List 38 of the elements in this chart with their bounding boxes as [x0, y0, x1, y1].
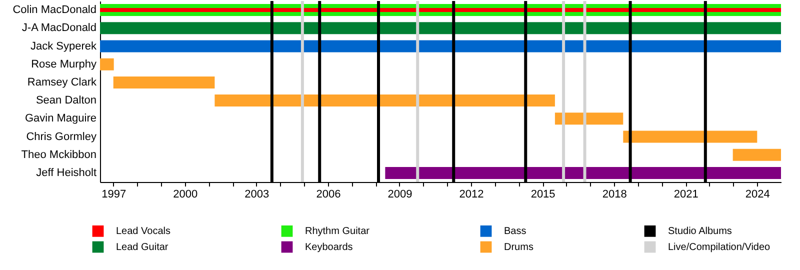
legend-label: Live/Compilation/Video	[668, 242, 771, 253]
legend-label: Lead Guitar	[116, 242, 169, 253]
bar	[732, 148, 781, 161]
legend-label: Drums	[504, 242, 534, 253]
legend-label: Lead Vocals	[116, 226, 170, 238]
x-tick-label: 2006	[316, 188, 341, 200]
bar	[385, 166, 781, 179]
legend-label: Studio Albums	[668, 226, 732, 238]
x-tick-label: 1997	[102, 188, 126, 200]
y-tick-label: Ramsey Clark	[27, 76, 97, 88]
bar	[113, 76, 215, 88]
y-tick-label: Theo Mckibbon	[21, 148, 96, 161]
y-tick-label: J-A MacDonald	[22, 22, 96, 34]
bar	[214, 94, 555, 107]
legend-label: Bass	[504, 226, 526, 238]
x-tick-label: 2021	[674, 188, 698, 200]
x-tick-label: 2015	[530, 188, 556, 200]
y-tick-label: Chris Gormley	[26, 130, 97, 143]
x-tick-label: 2003	[244, 188, 270, 200]
bar	[100, 58, 114, 70]
x-tick-label: 2018	[602, 188, 627, 200]
x-tick-label: 2000	[173, 188, 198, 200]
bar	[100, 22, 781, 34]
y-tick-label: Sean Dalton	[36, 94, 96, 107]
y-tick-label: Colin MacDonald	[12, 4, 96, 16]
bar	[100, 8, 781, 12]
bar	[100, 40, 781, 52]
bar	[554, 112, 624, 125]
legend-label: Keyboards	[305, 242, 353, 253]
y-tick-label: Gavin Maguire	[24, 112, 96, 125]
legend-label: Rhythm Guitar	[305, 226, 370, 238]
x-tick-label: 2009	[388, 188, 412, 200]
x-tick-label: 2024	[745, 188, 770, 200]
x-tick-label: 2012	[459, 188, 484, 200]
y-tick-label: Jeff Heisholt	[36, 166, 96, 179]
y-tick-label: Rose Murphy	[31, 58, 97, 70]
bar	[623, 130, 758, 143]
y-tick-label: Jack Syperek	[30, 40, 97, 52]
